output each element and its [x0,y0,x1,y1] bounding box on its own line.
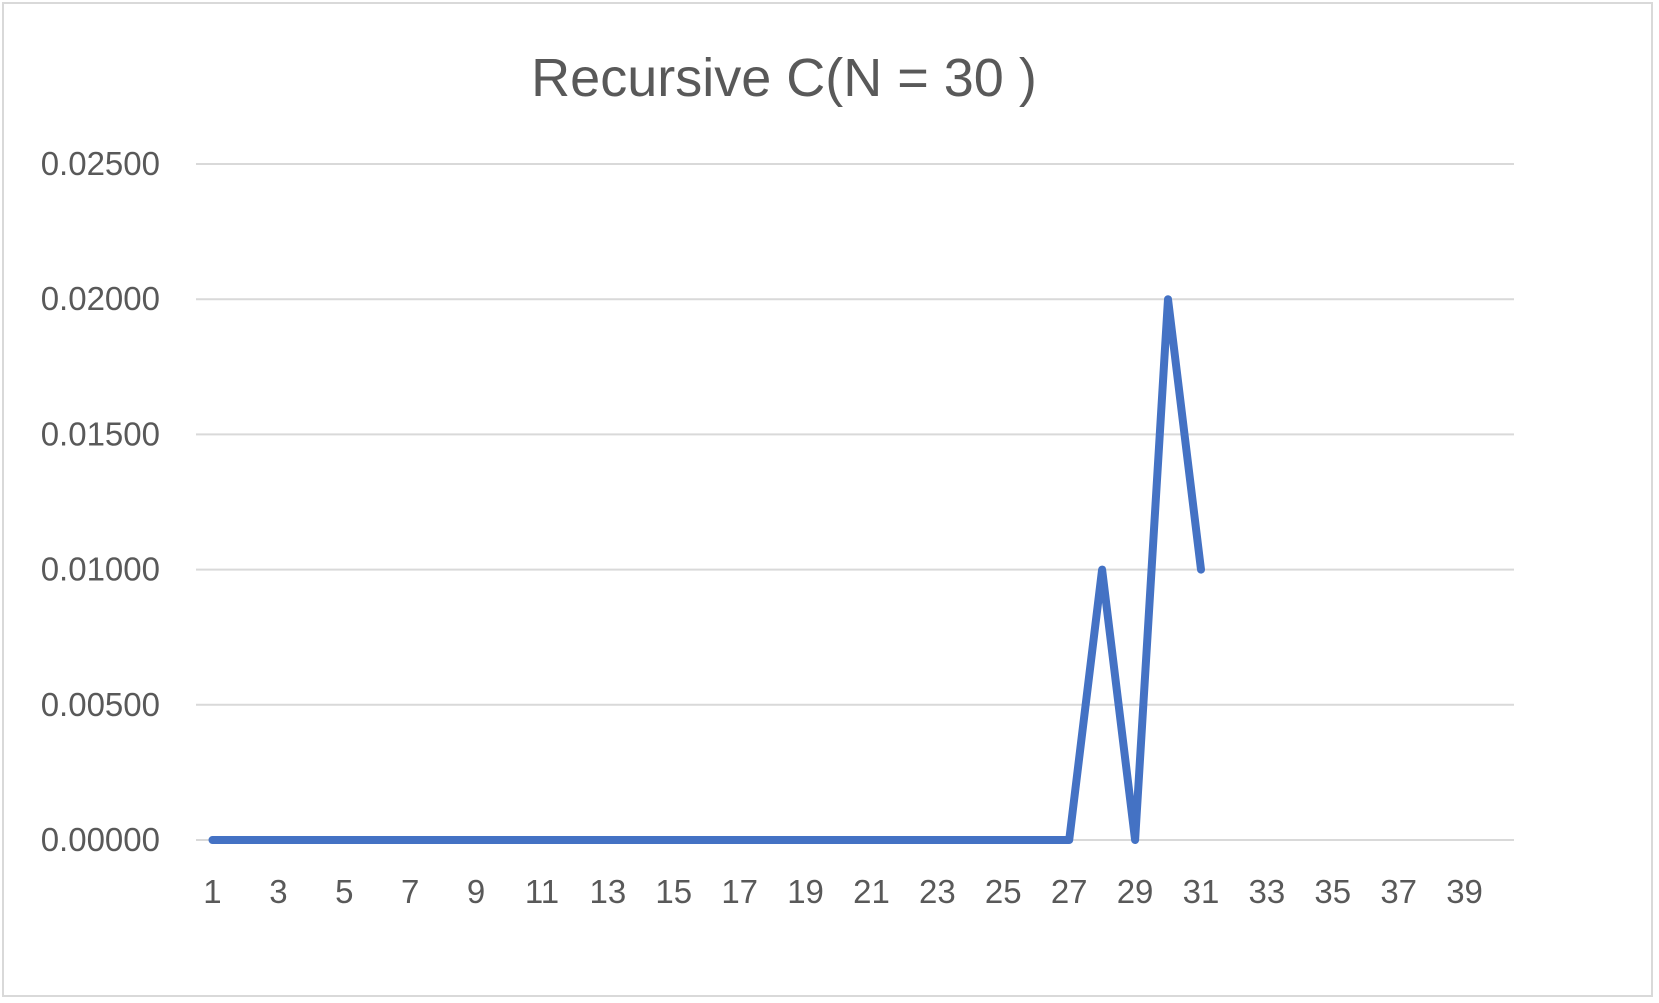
x-tick-label: 5 [335,873,353,910]
x-tick-label: 39 [1446,873,1483,910]
y-axis-tick-labels: 0.00000 0.00500 0.01000 0.01500 0.02000 0.025… [41,145,160,858]
x-tick-label: 31 [1183,873,1220,910]
x-tick-label: 29 [1117,873,1154,910]
x-tick-label: 23 [919,873,956,910]
x-tick-label: 7 [401,873,419,910]
x-tick-label: 3 [269,873,287,910]
x-tick-label: 25 [985,873,1022,910]
x-tick-label: 33 [1249,873,1286,910]
x-axis-tick-labels: 1 3 5 7 9 11 13 15 17 19 21 23 25 27 29 31 33 35 37 39 [203,873,1483,910]
y-tick-label: 0.02500 [41,145,160,182]
chart-title: Recursive C(N = 30 ) [531,48,1037,108]
line-chart: Recursive C(N = 30 ) 0.00000 0.00500 0.010… [41,48,1514,910]
x-tick-label: 37 [1380,873,1417,910]
x-tick-label: 1 [203,873,221,910]
x-tick-label: 21 [853,873,890,910]
x-tick-label: 13 [590,873,627,910]
x-tick-label: 17 [721,873,758,910]
gridlines [196,163,1514,841]
x-tick-label: 19 [787,873,824,910]
x-tick-label: 9 [467,873,485,910]
x-tick-label: 11 [525,873,559,910]
series-layer [208,295,1205,844]
y-tick-label: 0.01500 [41,415,160,452]
y-tick-label: 0.00000 [41,821,160,858]
x-tick-label: 15 [655,873,692,910]
series-line [208,295,1205,844]
x-tick-label: 27 [1051,873,1088,910]
y-tick-label: 0.01000 [41,551,160,588]
x-tick-label: 35 [1314,873,1351,910]
y-tick-label: 0.00500 [41,686,160,723]
y-tick-label: 0.02000 [41,280,160,317]
